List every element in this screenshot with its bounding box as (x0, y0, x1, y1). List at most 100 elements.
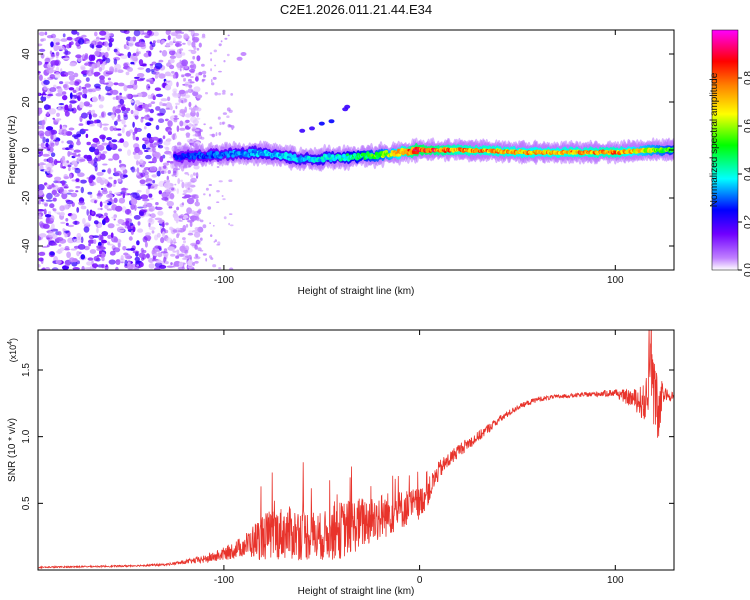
heatmap-cell (199, 237, 203, 241)
heatmap-cell (96, 247, 101, 251)
heatmap-cell (168, 131, 172, 136)
heatmap-cell (154, 87, 162, 91)
heatmap-cell (101, 239, 108, 244)
heatmap-cell (113, 237, 118, 243)
heatmap-cell (132, 36, 137, 42)
heatmap-cell (125, 46, 130, 50)
heatmap-cell (223, 216, 227, 220)
heatmap-cell (49, 87, 57, 93)
heatmap-cell (147, 78, 153, 81)
heatmap-cell (154, 249, 161, 253)
heatmap-cell (143, 126, 147, 130)
x-tick-label: 100 (607, 275, 624, 286)
heatmap-cell (176, 125, 180, 132)
heatmap-cell (172, 250, 177, 253)
heatmap-cell (106, 208, 113, 211)
heatmap-cell (198, 42, 202, 48)
heatmap-cell (60, 74, 67, 77)
heatmap-cell (61, 140, 64, 144)
heatmap-cell (88, 54, 94, 62)
heatmap-cell (125, 71, 130, 76)
heatmap-cell (203, 193, 206, 196)
heatmap-cell (42, 136, 46, 144)
y-tick-label: -40 (21, 238, 32, 253)
heatmap-cell (173, 210, 177, 214)
heatmap-cell (82, 93, 87, 99)
heatmap-cell (169, 105, 173, 111)
heatmap-cell (44, 116, 48, 122)
heatmap-cell (112, 153, 120, 161)
heatmap-cell (80, 236, 84, 244)
heatmap-cell (108, 259, 116, 265)
heatmap-cell (172, 74, 176, 79)
chart-title: C2E1.2026.011.21.44.E34 (280, 2, 432, 17)
heatmap-cell (133, 215, 141, 220)
heatmap-cell (54, 211, 61, 214)
heatmap-cell (164, 261, 169, 265)
heatmap-cell (101, 123, 109, 126)
heatmap-cell (107, 223, 115, 229)
heatmap-cell (45, 142, 49, 148)
heatmap-cell (175, 34, 183, 39)
heatmap-cell (132, 226, 136, 233)
heatmap-cell (189, 221, 193, 227)
heatmap-cell (52, 139, 58, 142)
heatmap-cell (120, 255, 124, 261)
heatmap-cell (152, 40, 156, 44)
heatmap-cell (183, 240, 186, 244)
heatmap-cell (143, 137, 149, 141)
heatmap-cell (196, 47, 200, 51)
heatmap-cell (70, 192, 78, 198)
heatmap-cell (52, 38, 61, 43)
heatmap-cell (139, 77, 146, 81)
heatmap-cell (38, 251, 46, 256)
heatmap-cell (99, 134, 106, 140)
heatmap-cell (151, 42, 156, 48)
heatmap-cell (154, 62, 163, 69)
heatmap-cell (154, 267, 161, 270)
heatmap-cell (226, 115, 230, 118)
heatmap-cell (345, 153, 350, 157)
heatmap-cell (84, 267, 93, 270)
heatmap-cell (214, 64, 217, 67)
heatmap-cell (94, 88, 101, 91)
heatmap-cell (121, 127, 125, 134)
heatmap-cell (121, 110, 129, 114)
heatmap-cell (151, 136, 159, 141)
heatmap-cell (158, 73, 166, 79)
heatmap-cell (110, 114, 116, 119)
heatmap-cell (167, 35, 171, 41)
heatmap-cell (130, 109, 134, 115)
x-tick-label: 100 (607, 575, 624, 586)
heatmap-cell (142, 143, 147, 150)
heatmap-cell (42, 267, 46, 270)
heatmap-cell (140, 247, 144, 253)
heatmap-cell (148, 222, 151, 228)
heatmap-cell (154, 151, 161, 159)
heatmap-cell (107, 77, 111, 81)
heatmap-cell (178, 220, 183, 222)
heatmap-cell (184, 245, 190, 252)
heatmap-cell (230, 125, 235, 129)
heatmap-cell (134, 256, 140, 262)
heatmap-cell (156, 39, 162, 44)
heatmap-cell (135, 260, 141, 264)
heatmap-cell (47, 227, 54, 230)
heatmap-cell (38, 125, 43, 130)
heatmap-cell (98, 95, 105, 102)
heatmap-cell (109, 142, 114, 148)
heatmap-cell (184, 172, 189, 175)
heatmap-cell (125, 93, 132, 100)
heatmap-cell (63, 205, 71, 209)
heatmap-cell (87, 160, 94, 164)
heatmap-cell (57, 105, 61, 110)
heatmap-cell (53, 118, 57, 125)
heatmap-cell (114, 170, 122, 177)
heatmap-cell (52, 197, 57, 202)
heatmap-cell (194, 227, 200, 231)
heatmap-cell (222, 198, 226, 201)
heatmap-cell (68, 144, 74, 149)
heatmap-cell (181, 100, 184, 104)
heatmap-cell (88, 124, 96, 127)
heatmap-cell (149, 63, 154, 66)
